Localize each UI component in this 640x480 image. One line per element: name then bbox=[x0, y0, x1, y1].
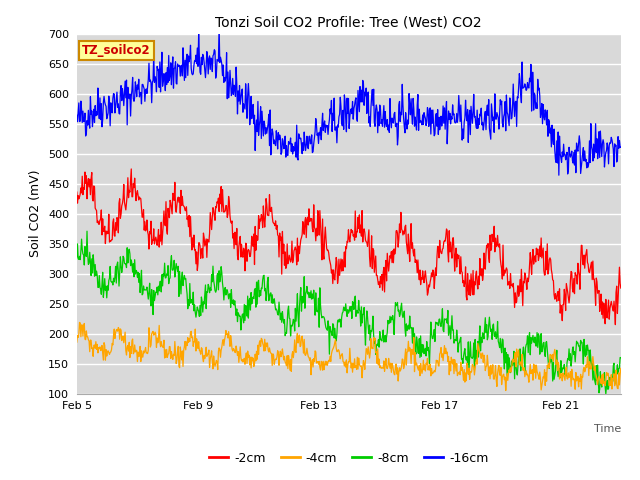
Text: Time: Time bbox=[593, 424, 621, 434]
Text: TZ_soilco2: TZ_soilco2 bbox=[82, 44, 151, 58]
Legend: -2cm, -4cm, -8cm, -16cm: -2cm, -4cm, -8cm, -16cm bbox=[204, 447, 493, 469]
Y-axis label: Soil CO2 (mV): Soil CO2 (mV) bbox=[29, 170, 42, 257]
Title: Tonzi Soil CO2 Profile: Tree (West) CO2: Tonzi Soil CO2 Profile: Tree (West) CO2 bbox=[216, 16, 482, 30]
